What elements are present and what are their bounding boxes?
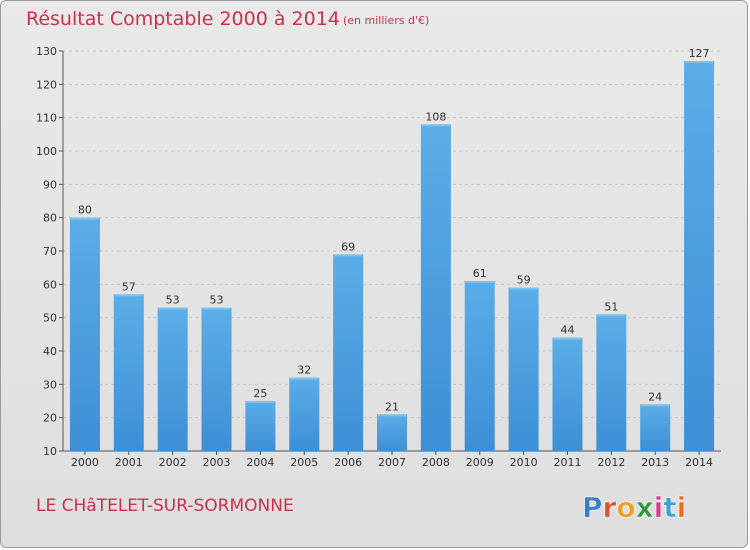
bar	[640, 404, 671, 451]
y-tick-label: 10	[43, 445, 57, 458]
bar	[113, 294, 144, 451]
bar-value-label: 53	[210, 294, 224, 307]
bar	[69, 217, 100, 451]
x-tick-label: 2014	[685, 456, 713, 469]
x-tick-label: 2009	[466, 456, 494, 469]
commune-name: LE CHâTELET-SUR-SORMONNE	[36, 496, 294, 516]
bar-highlight	[641, 404, 670, 407]
x-tick-label: 2012	[597, 456, 625, 469]
bar-highlight	[202, 307, 231, 310]
bar-value-label: 61	[473, 267, 487, 280]
x-tick-label: 2007	[378, 456, 406, 469]
x-tick-label: 2001	[115, 456, 143, 469]
x-tick-label: 2004	[246, 456, 274, 469]
chart-title: Résultat Comptable 2000 à 2014	[26, 8, 340, 30]
x-tick-label: 2010	[510, 456, 538, 469]
y-tick-label: 120	[36, 78, 57, 91]
bar-value-label: 59	[517, 274, 531, 287]
y-tick-label: 130	[36, 45, 57, 58]
bar	[464, 281, 495, 451]
y-tick-label: 20	[43, 412, 57, 425]
x-tick-label: 2008	[422, 456, 450, 469]
bar	[596, 314, 627, 451]
proxiti-logo: Proxiti	[582, 491, 687, 523]
chart-subtitle: (en milliers d'€)	[343, 14, 430, 27]
bar	[201, 307, 232, 451]
bar-value-label: 32	[297, 364, 311, 377]
bar-value-label: 51	[604, 300, 618, 313]
bar-highlight	[685, 61, 714, 63]
bar-highlight	[553, 337, 582, 340]
bar-value-label: 127	[689, 47, 710, 60]
y-tick-label: 50	[43, 312, 57, 325]
bar-highlight	[158, 307, 187, 310]
bar-value-label: 25	[253, 387, 267, 400]
bar-value-label: 108	[425, 110, 446, 123]
logo-text: Proxiti	[582, 491, 686, 523]
bar-value-label: 53	[166, 294, 180, 307]
bar-highlight	[465, 281, 494, 283]
x-tick-label: 2011	[553, 456, 581, 469]
bar	[157, 307, 188, 451]
bar-highlight	[114, 294, 143, 297]
x-tick-label: 2006	[334, 456, 362, 469]
y-tick-label: 110	[36, 112, 57, 125]
bar-value-label: 57	[122, 280, 136, 293]
bar	[289, 377, 320, 451]
y-tick-label: 80	[43, 212, 57, 225]
bar-highlight	[334, 254, 363, 257]
bar	[245, 401, 276, 451]
bar-highlight	[70, 217, 99, 220]
x-tick-label: 2005	[290, 456, 318, 469]
y-tick-label: 40	[43, 345, 57, 358]
bar-value-label: 44	[560, 324, 574, 337]
bar-highlight	[290, 377, 319, 380]
bar-value-label: 21	[385, 400, 399, 413]
y-tick-label: 90	[43, 178, 57, 191]
bar	[552, 337, 583, 451]
y-tick-label: 70	[43, 245, 57, 258]
x-tick-label: 2003	[203, 456, 231, 469]
bar-highlight	[378, 414, 406, 417]
y-tick-label: 100	[36, 145, 57, 158]
bar-value-label: 24	[648, 390, 662, 403]
bar	[420, 124, 451, 451]
bar	[333, 254, 364, 451]
bar-highlight	[509, 287, 538, 290]
bar-highlight	[597, 314, 626, 317]
bar	[508, 287, 539, 451]
x-tick-label: 2002	[159, 456, 187, 469]
bar-value-label: 69	[341, 240, 355, 253]
y-tick-label: 60	[43, 278, 57, 291]
bar-value-label: 80	[78, 204, 92, 217]
bar-highlight	[246, 401, 275, 403]
x-tick-label: 2000	[71, 456, 99, 469]
x-tick-label: 2013	[641, 456, 669, 469]
bar	[377, 414, 407, 451]
bar	[684, 61, 715, 451]
bar-highlight	[421, 124, 450, 127]
y-tick-label: 30	[43, 378, 57, 391]
